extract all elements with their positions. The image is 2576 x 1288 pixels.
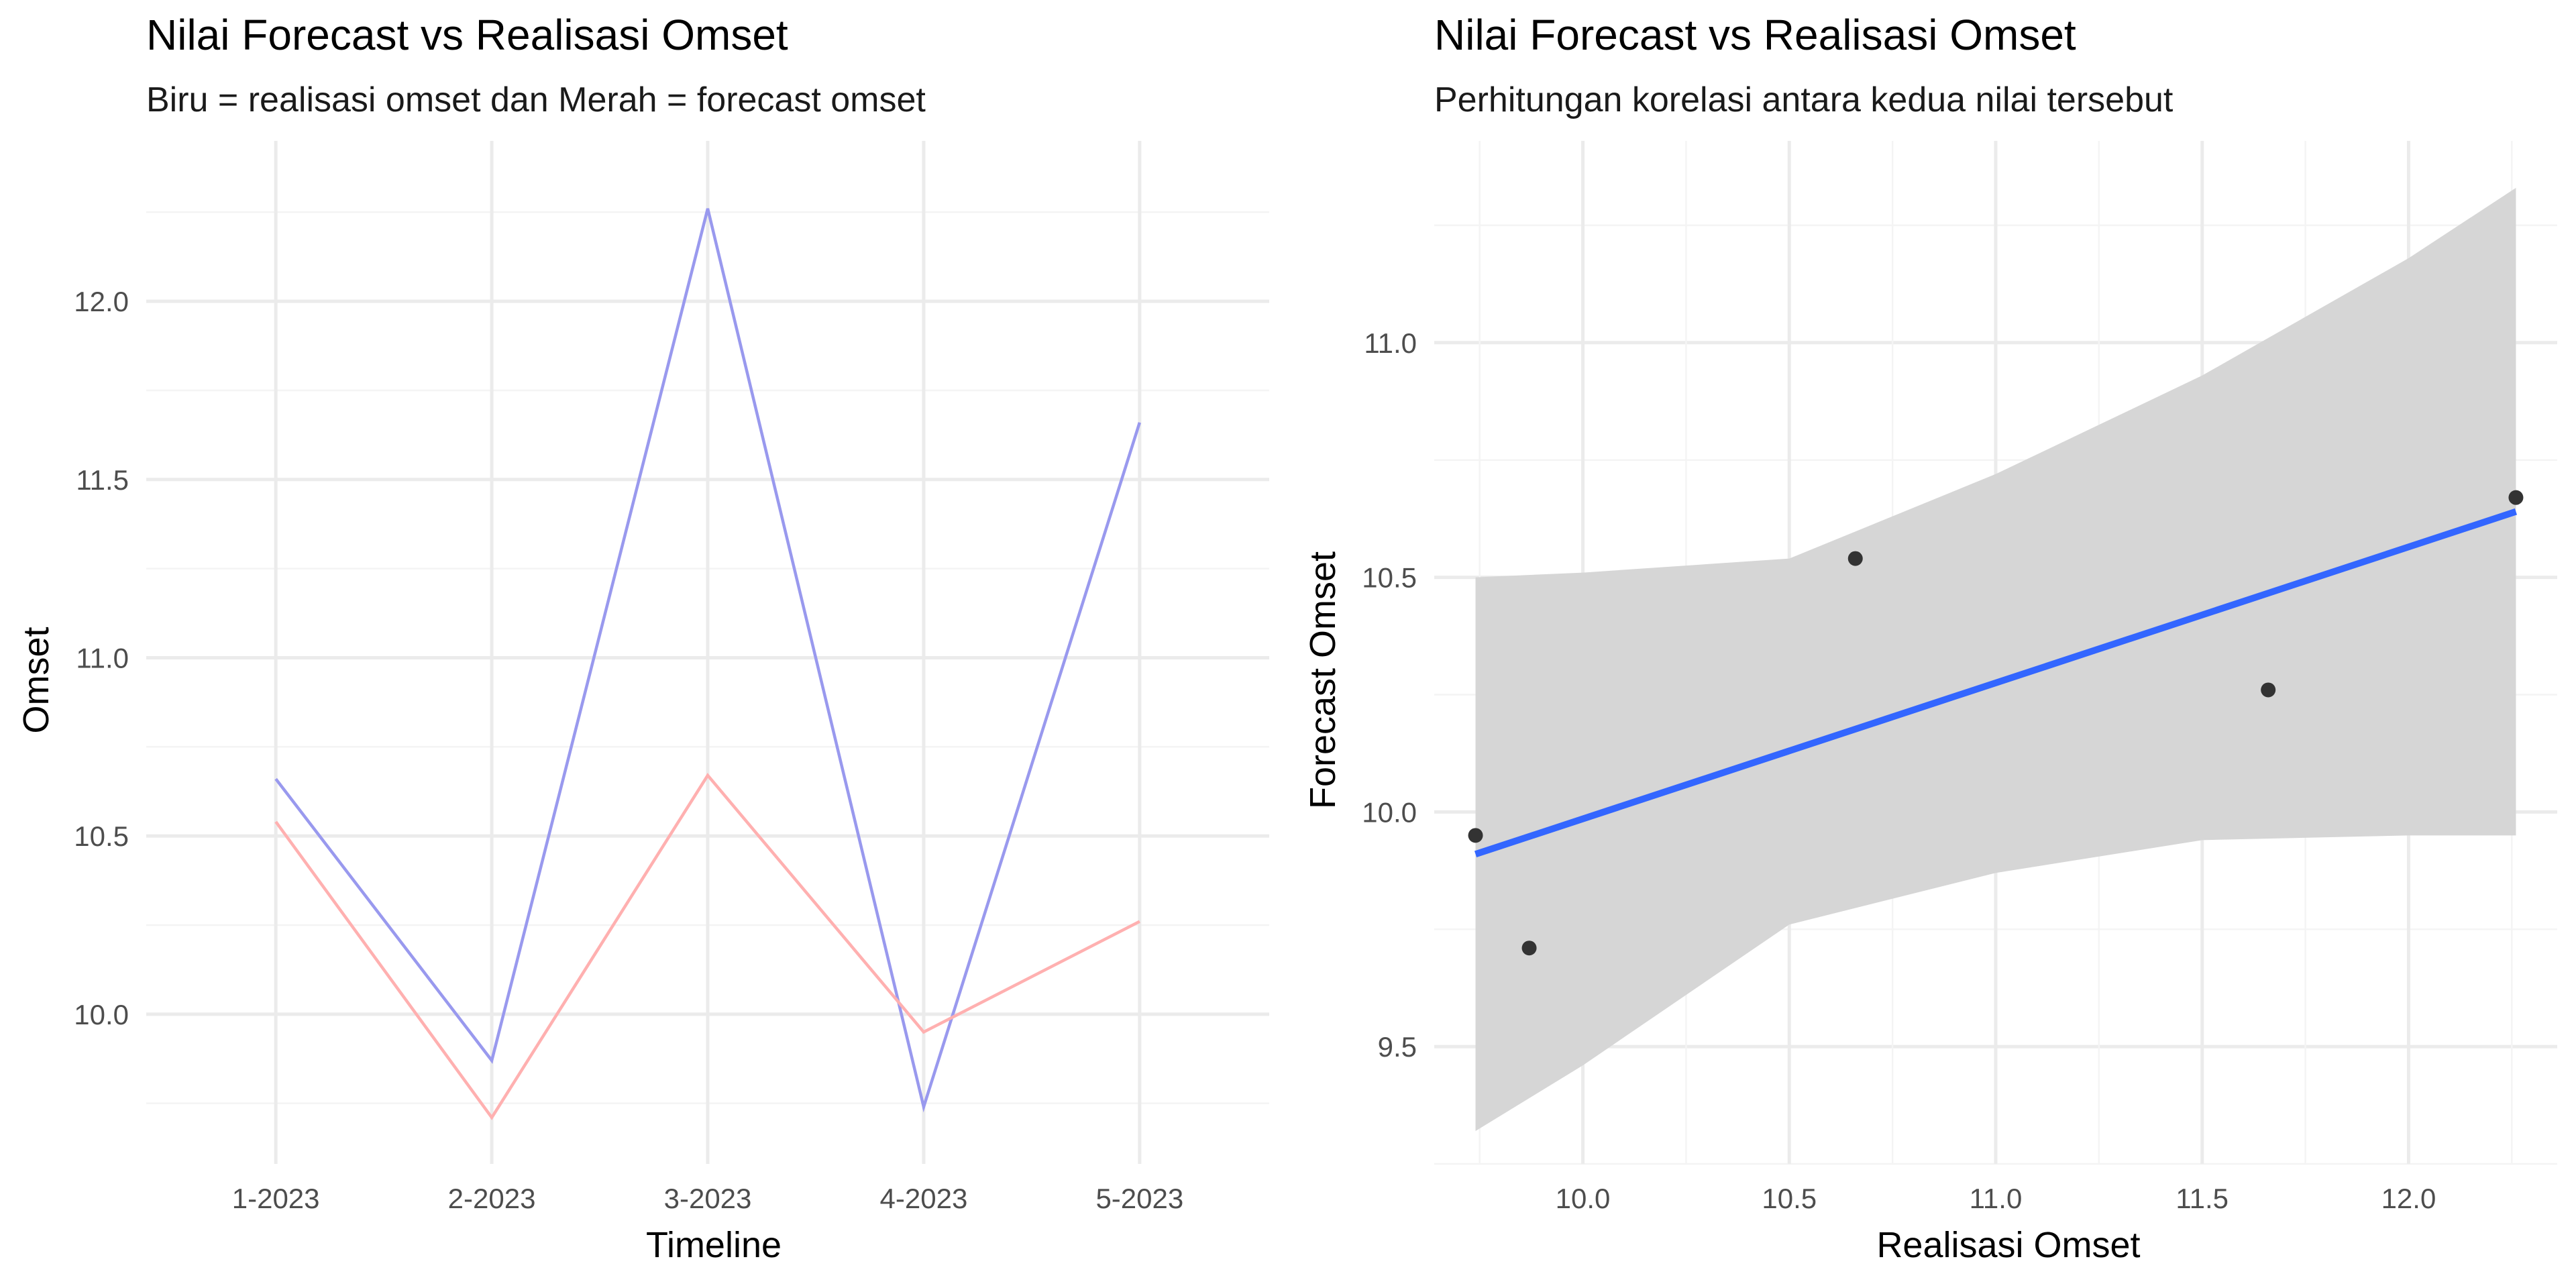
line-chart-series [274, 208, 1141, 1120]
y-tick-label: 9.5 [1378, 1031, 1417, 1063]
line-chart-x-tick-labels: 1-2023 2-2023 3-2023 4-2023 5-2023 [232, 1183, 1183, 1214]
x-tick-label: 4-2023 [880, 1183, 968, 1214]
scatter-chart-title: Nilai Forecast vs Realisasi Omset [1434, 11, 2076, 59]
x-tick-label: 11.0 [1970, 1183, 2023, 1214]
line-chart-grid [146, 141, 1269, 1164]
scatter-point [1847, 551, 1863, 566]
series-line-realisasi [274, 208, 1141, 1113]
scatter-chart-y-axis-label: Forecast Omset [1303, 551, 1343, 809]
y-tick-label: 10.5 [1362, 562, 1417, 594]
line-chart-x-axis-label: Timeline [646, 1225, 782, 1265]
scatter-point [1468, 828, 1483, 843]
y-tick-label: 10.0 [74, 999, 129, 1030]
x-tick-label: 2-2023 [448, 1183, 536, 1214]
y-tick-label: 11.5 [76, 464, 129, 496]
x-tick-label: 11.5 [2176, 1183, 2229, 1214]
line-chart-y-axis-label: Omset [16, 627, 56, 733]
y-tick-label: 11.0 [1364, 327, 1417, 359]
x-tick-label: 1-2023 [232, 1183, 320, 1214]
scatter-point [2508, 490, 2524, 505]
y-tick-label: 10.5 [74, 820, 129, 852]
scatter-chart-points [1468, 490, 2524, 956]
y-tick-label: 10.0 [1362, 796, 1417, 828]
scatter-point [1521, 941, 1537, 956]
regression-line [1474, 508, 2518, 858]
series-line-forecast [274, 773, 1140, 1120]
x-tick-label: 12.0 [2381, 1183, 2436, 1214]
x-tick-label: 3-2023 [664, 1183, 752, 1214]
x-tick-label: 10.0 [1556, 1183, 1611, 1214]
line-chart-subtitle: Biru = realisasi omset dan Merah = forec… [146, 80, 926, 119]
line-chart-panel: Nilai Forecast vs Realisasi Omset Biru =… [16, 11, 1269, 1265]
scatter-chart-confidence-band [1475, 187, 2516, 1132]
line-chart-y-tick-labels: 10.0 10.5 11.0 11.5 12.0 [74, 286, 129, 1030]
y-tick-label: 11.0 [76, 642, 129, 674]
y-tick-label: 12.0 [74, 286, 129, 317]
x-tick-label: 10.5 [1762, 1183, 1817, 1214]
x-tick-label: 5-2023 [1095, 1183, 1183, 1214]
scatter-chart-x-axis-label: Realisasi Omset [1876, 1225, 2140, 1265]
scatter-chart-y-tick-labels: 9.5 10.0 10.5 11.0 [1362, 327, 1417, 1063]
line-chart-title: Nilai Forecast vs Realisasi Omset [146, 11, 788, 59]
scatter-chart-x-tick-labels: 10.0 10.5 11.0 11.5 12.0 [1556, 1183, 2436, 1214]
scatter-chart-fit-line [1474, 508, 2518, 858]
scatter-chart-subtitle: Perhitungan korelasi antara kedua nilai … [1434, 80, 2174, 119]
confidence-band [1475, 187, 2516, 1132]
scatter-point [2261, 682, 2276, 698]
scatter-chart-panel: Nilai Forecast vs Realisasi Omset Perhit… [1303, 11, 2557, 1265]
